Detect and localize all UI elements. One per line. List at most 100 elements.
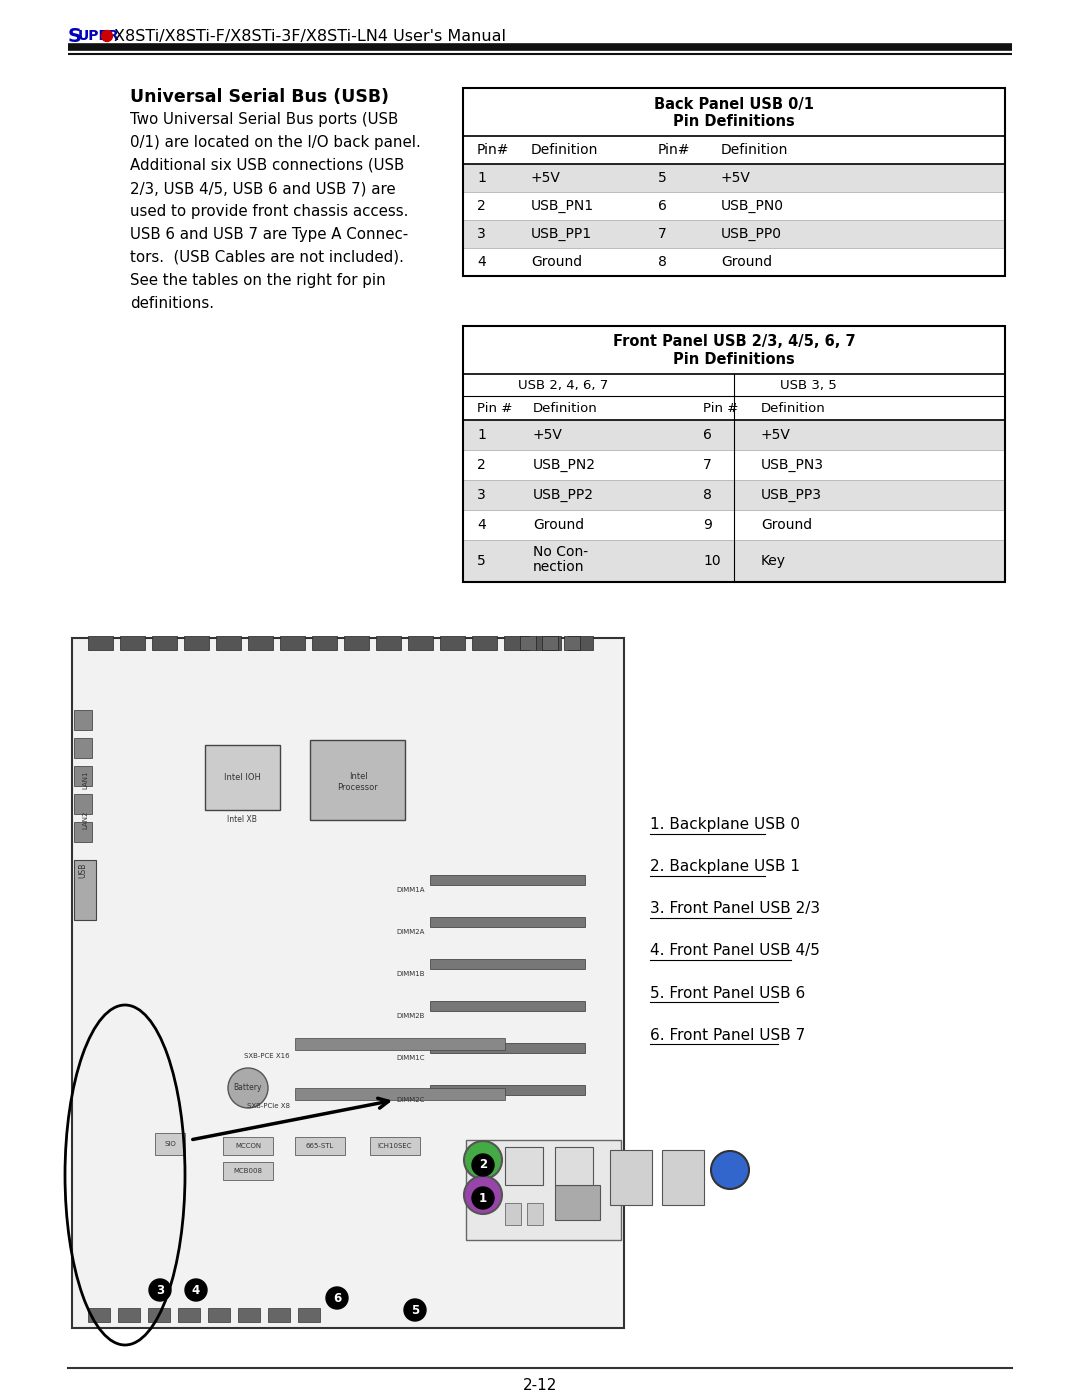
Bar [465, 1140, 621, 1241]
Text: 1: 1 [477, 427, 486, 441]
Bar [87, 1308, 110, 1322]
Circle shape [711, 1151, 750, 1189]
Bar [87, 636, 113, 650]
Bar [568, 636, 593, 650]
Text: No Con-: No Con- [534, 545, 589, 559]
Bar [118, 1308, 140, 1322]
Text: Pin#: Pin# [658, 142, 690, 156]
Text: 7: 7 [658, 226, 666, 242]
Bar [440, 636, 465, 650]
Text: DIMM2C: DIMM2C [396, 1097, 426, 1104]
Text: UPER: UPER [78, 29, 120, 43]
Text: 4. Front Panel USB 4/5: 4. Front Panel USB 4/5 [650, 943, 820, 958]
Text: 2: 2 [478, 1158, 487, 1172]
Bar [156, 1133, 185, 1155]
Text: Definition: Definition [534, 401, 597, 415]
Bar [463, 420, 1005, 450]
Text: Definition: Definition [531, 142, 598, 156]
Bar [408, 636, 433, 650]
Bar [542, 636, 558, 650]
Text: MCB008: MCB008 [233, 1168, 262, 1173]
Bar [184, 636, 210, 650]
Bar [68, 620, 1048, 1340]
Text: 8: 8 [703, 488, 712, 502]
Text: Two Universal Serial Bus ports (USB: Two Universal Serial Bus ports (USB [130, 112, 399, 127]
Bar [536, 636, 561, 650]
Text: 3. Front Panel USB 2/3: 3. Front Panel USB 2/3 [650, 901, 820, 916]
Text: Ground: Ground [761, 518, 812, 532]
Bar [430, 875, 585, 886]
Bar [75, 710, 92, 731]
Text: 8: 8 [658, 256, 666, 270]
Text: Ground: Ground [531, 256, 582, 270]
Bar [463, 510, 1005, 541]
Text: 0/1) are located on the I/O back panel.: 0/1) are located on the I/O back panel. [130, 136, 421, 149]
Text: SIO: SIO [164, 1141, 176, 1147]
Bar [463, 326, 1005, 583]
Bar [148, 1308, 170, 1322]
Text: 5: 5 [658, 170, 666, 184]
Text: 1: 1 [478, 1192, 487, 1204]
Text: SXB-PCE X16: SXB-PCE X16 [244, 1053, 291, 1059]
Text: Additional six USB connections (USB: Additional six USB connections (USB [130, 158, 404, 173]
Bar [222, 1137, 273, 1155]
Bar [216, 636, 241, 650]
Text: USB_PN2: USB_PN2 [534, 458, 596, 472]
Bar [268, 1308, 291, 1322]
Text: Definition: Definition [721, 142, 788, 156]
Text: +5V: +5V [534, 427, 563, 441]
Text: 9: 9 [703, 518, 712, 532]
Text: Ground: Ground [534, 518, 584, 532]
Text: Pin #: Pin # [477, 401, 512, 415]
Text: USB 6 and USB 7 are Type A Connec-: USB 6 and USB 7 are Type A Connec- [130, 226, 408, 242]
Bar [463, 326, 1005, 374]
Text: LAN1: LAN1 [82, 771, 87, 789]
Text: Intel IOH: Intel IOH [224, 774, 260, 782]
Text: Front Panel USB 2/3, 4/5, 6, 7: Front Panel USB 2/3, 4/5, 6, 7 [612, 334, 855, 349]
Text: Pin Definitions: Pin Definitions [673, 352, 795, 366]
Bar [295, 1137, 345, 1155]
Text: USB_PN0: USB_PN0 [721, 198, 784, 212]
Bar [345, 636, 369, 650]
Circle shape [472, 1154, 494, 1176]
Text: 2. Backplane USB 1: 2. Backplane USB 1 [650, 859, 800, 875]
Bar [430, 1002, 585, 1011]
Bar [463, 88, 1005, 277]
Bar [310, 740, 405, 820]
Text: Pin #: Pin # [703, 401, 739, 415]
Text: USB_PP2: USB_PP2 [534, 488, 594, 502]
Text: 5: 5 [410, 1303, 419, 1316]
Text: Pin#: Pin# [477, 142, 510, 156]
Text: 5. Front Panel USB 6: 5. Front Panel USB 6 [650, 985, 806, 1000]
Text: +5V: +5V [761, 427, 791, 441]
Bar [120, 636, 145, 650]
Bar [75, 821, 92, 842]
Bar [504, 636, 529, 650]
Text: 1. Backplane USB 0: 1. Backplane USB 0 [650, 817, 800, 833]
Circle shape [464, 1141, 502, 1179]
Text: S: S [68, 27, 82, 46]
Text: 6: 6 [658, 198, 666, 212]
Text: DIMM1B: DIMM1B [396, 971, 426, 977]
Bar [75, 861, 96, 921]
Text: Back Panel USB 0/1: Back Panel USB 0/1 [654, 96, 814, 112]
Text: MCCON: MCCON [235, 1143, 261, 1148]
Circle shape [472, 1187, 494, 1208]
Bar [463, 374, 1005, 395]
Bar [152, 636, 177, 650]
Circle shape [404, 1299, 426, 1322]
Text: USB_PP0: USB_PP0 [721, 226, 782, 242]
Bar [564, 636, 580, 650]
Text: Intel
Processor: Intel Processor [338, 773, 378, 792]
Bar [555, 1185, 600, 1220]
Text: DIMM1A: DIMM1A [396, 887, 426, 893]
Bar [430, 1044, 585, 1053]
Text: 665-STL: 665-STL [306, 1143, 334, 1148]
Text: USB_PN3: USB_PN3 [761, 458, 824, 472]
Text: +5V: +5V [721, 170, 751, 184]
Text: 2-12: 2-12 [523, 1377, 557, 1393]
Text: Intel XB: Intel XB [227, 816, 257, 824]
Bar [463, 88, 1005, 136]
Circle shape [326, 1287, 348, 1309]
Text: tors.  (USB Cables are not included).: tors. (USB Cables are not included). [130, 250, 404, 265]
